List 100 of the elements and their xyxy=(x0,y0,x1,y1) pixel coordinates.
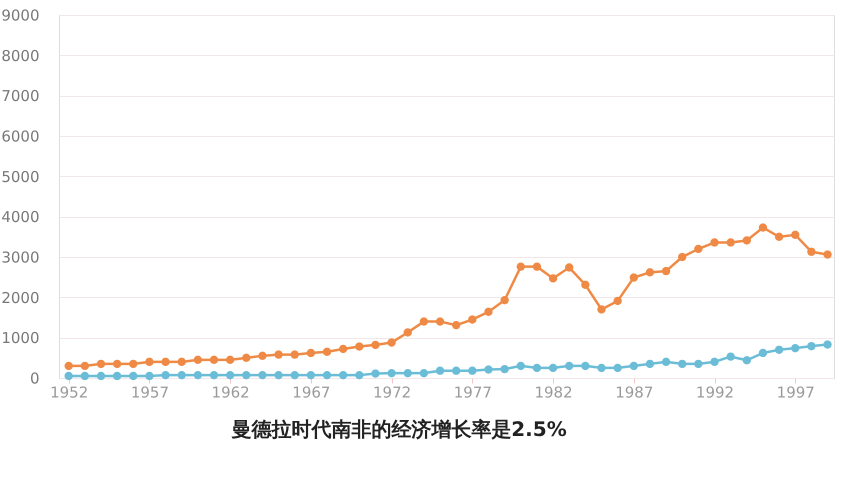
point xyxy=(290,371,299,380)
point xyxy=(338,371,348,380)
point xyxy=(258,352,267,360)
y-tick-label: 3000 xyxy=(1,248,40,266)
point xyxy=(226,371,234,380)
point xyxy=(678,252,686,262)
y-tick-label: 8000 xyxy=(1,46,40,65)
point xyxy=(791,344,800,352)
point xyxy=(532,364,542,372)
point xyxy=(581,280,590,290)
point xyxy=(710,238,719,247)
point xyxy=(774,346,784,354)
point xyxy=(436,366,444,375)
point xyxy=(548,364,558,372)
point xyxy=(500,364,509,374)
point xyxy=(355,371,364,380)
point xyxy=(742,356,751,364)
x-tick-label: 1967 xyxy=(292,384,330,402)
point xyxy=(226,356,234,364)
point xyxy=(420,368,428,378)
point xyxy=(112,372,122,380)
point xyxy=(791,230,800,239)
point xyxy=(726,238,735,247)
point xyxy=(258,371,267,380)
point xyxy=(532,262,542,271)
point xyxy=(210,356,218,364)
point xyxy=(404,328,412,337)
point xyxy=(516,262,525,271)
point xyxy=(322,371,332,380)
point xyxy=(129,360,138,368)
point xyxy=(178,358,186,366)
point xyxy=(484,308,493,316)
point xyxy=(678,360,686,368)
point xyxy=(274,350,283,359)
point xyxy=(387,338,396,347)
point xyxy=(210,371,218,380)
point xyxy=(371,340,380,350)
point xyxy=(64,372,73,380)
point xyxy=(129,372,138,380)
point xyxy=(404,368,412,378)
point xyxy=(662,358,670,366)
point xyxy=(112,360,122,368)
point xyxy=(306,371,316,380)
point xyxy=(646,268,654,276)
point xyxy=(194,371,202,380)
point xyxy=(161,371,170,380)
point xyxy=(807,248,816,256)
point xyxy=(242,354,250,362)
point xyxy=(322,348,332,356)
y-tick-label: 9000 xyxy=(1,6,40,24)
x-tick-label: 1992 xyxy=(696,384,734,402)
point xyxy=(597,364,606,372)
point xyxy=(145,358,154,366)
point xyxy=(387,368,396,378)
point xyxy=(565,362,574,370)
point xyxy=(178,371,186,380)
point xyxy=(581,362,590,370)
point xyxy=(516,362,525,370)
point xyxy=(436,317,444,326)
x-tick-label: 1982 xyxy=(534,384,573,402)
y-tick-label: 4000 xyxy=(1,208,40,226)
point xyxy=(80,362,90,370)
text: 曼德拉时代南非的经济增长率是2.5% xyxy=(230,417,567,441)
point xyxy=(274,371,283,380)
point xyxy=(758,223,768,232)
point xyxy=(726,352,735,361)
point xyxy=(468,315,477,324)
point xyxy=(468,366,477,375)
point xyxy=(548,274,558,283)
point xyxy=(742,236,751,245)
point xyxy=(597,305,606,314)
point xyxy=(694,244,703,254)
point xyxy=(630,362,638,370)
point xyxy=(662,266,670,276)
y-tick-label: 6000 xyxy=(1,128,40,146)
point xyxy=(145,372,154,380)
x-tick-label: 1987 xyxy=(615,384,654,402)
point xyxy=(630,273,638,282)
point xyxy=(694,360,703,368)
x-tick-label: 1977 xyxy=(454,384,492,402)
point xyxy=(710,358,719,366)
point xyxy=(758,348,768,358)
x-tick-label: 1997 xyxy=(776,384,815,402)
x-tick-label: 1957 xyxy=(130,384,170,402)
point xyxy=(80,372,90,380)
point xyxy=(613,296,622,306)
y-tick-label: 1000 xyxy=(1,329,40,348)
point xyxy=(565,263,574,272)
y-tick-label: 0 xyxy=(30,370,40,388)
point xyxy=(420,317,428,326)
y-tick-label: 2000 xyxy=(1,288,40,307)
x-tick-label: 1972 xyxy=(373,384,412,402)
x-tick-label: 1962 xyxy=(212,384,250,402)
y-tick-label: 5000 xyxy=(1,168,40,186)
point xyxy=(646,360,654,368)
point xyxy=(96,372,106,380)
point xyxy=(823,250,832,259)
point xyxy=(452,320,460,330)
point xyxy=(306,348,316,358)
point xyxy=(290,350,299,359)
